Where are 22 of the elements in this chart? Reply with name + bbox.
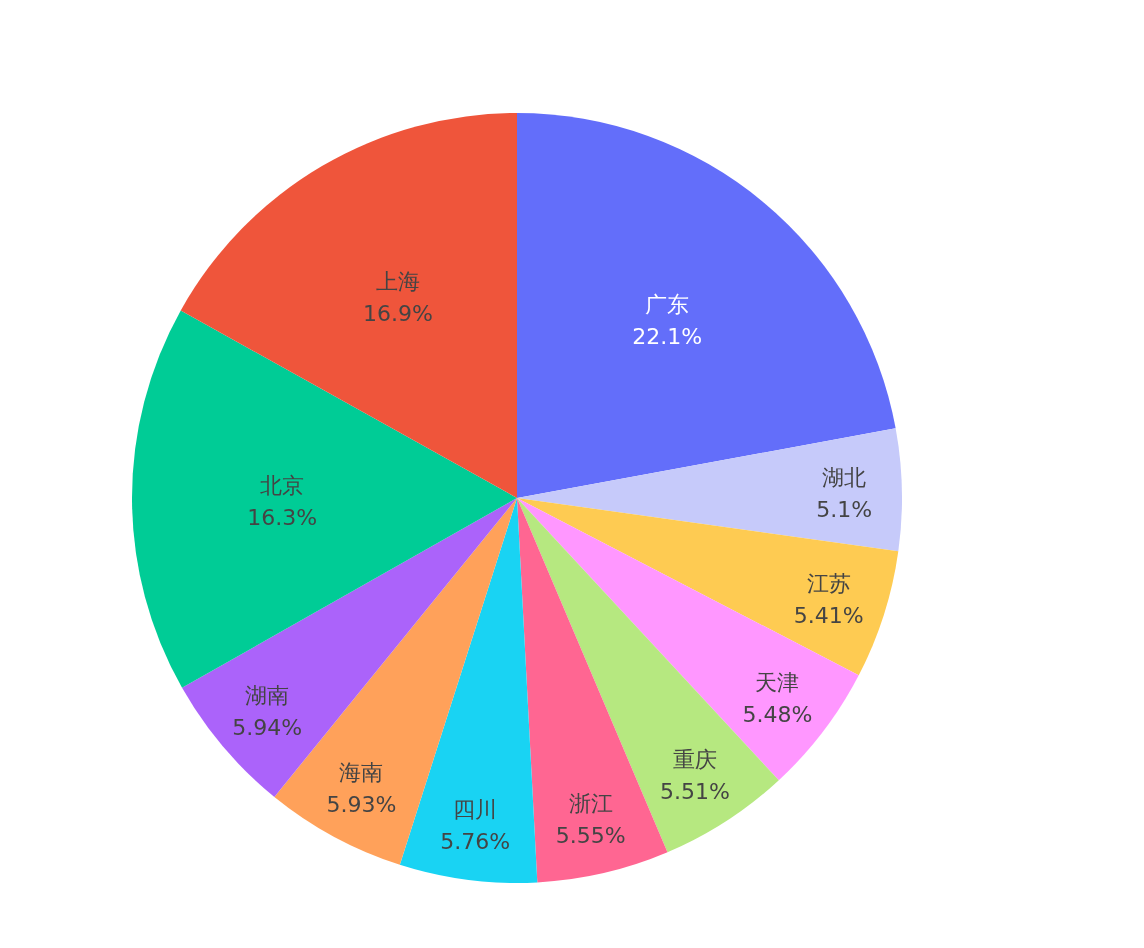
data-label: 5.93%: [326, 791, 397, 817]
slice-label: 上海: [376, 269, 421, 295]
data-label: 5.41%: [793, 603, 864, 629]
data-label: 5.55%: [555, 822, 626, 848]
data-label: 5.1%: [816, 496, 873, 522]
slice-label: 北京: [260, 472, 305, 498]
data-label: 5.51%: [659, 778, 730, 804]
slice-label: 湖北: [822, 464, 867, 490]
slice-label: 四川: [453, 796, 498, 822]
slice-label: 湖南: [245, 683, 290, 709]
slice-label: 海南: [339, 759, 384, 785]
data-label: 16.3%: [247, 504, 318, 530]
data-label: 5.76%: [440, 828, 511, 854]
slice-label: 天津: [755, 670, 800, 696]
slice-label: 江苏: [806, 571, 851, 597]
data-label: 5.94%: [232, 715, 303, 741]
data-label: 22.1%: [632, 323, 703, 349]
slice-label: 重庆: [672, 746, 717, 772]
data-label: 16.9%: [363, 301, 434, 327]
data-label: 5.48%: [742, 702, 813, 728]
slice-label: 浙江: [568, 790, 613, 816]
slice-label: 广东: [645, 291, 690, 317]
